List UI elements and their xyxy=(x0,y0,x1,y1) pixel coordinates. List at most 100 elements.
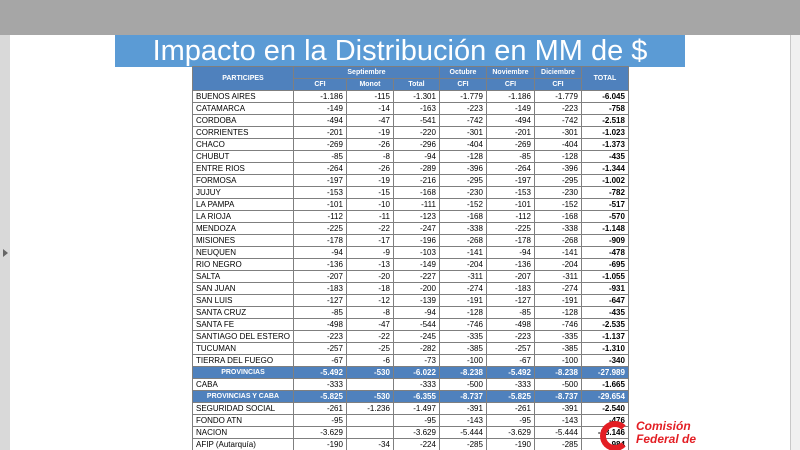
cell: -85 xyxy=(292,150,347,163)
cell: -190 xyxy=(485,438,535,450)
cell: -1.137 xyxy=(580,330,629,343)
cell: -152 xyxy=(533,198,582,211)
table-body: BUENOS AIRES -1.186 -115 -1.301 -1.779 -1.186… xyxy=(192,90,629,450)
row-label: NACION xyxy=(192,426,294,439)
cell xyxy=(345,378,394,391)
cell: -1.373 xyxy=(580,138,629,151)
cell: -183 xyxy=(292,282,347,295)
sub-header: CFI xyxy=(485,78,535,91)
cell: -758 xyxy=(580,102,629,115)
cell: -34 xyxy=(345,438,394,450)
cell: -220 xyxy=(392,126,440,139)
sub-header: CFI xyxy=(292,78,347,91)
table-row: CHACO -269 -26 -296 -404 -269 -404 -1.373 xyxy=(192,138,629,151)
cell: -111 xyxy=(392,198,440,211)
cell: -115 xyxy=(345,90,394,103)
cell: -5.444 xyxy=(438,426,487,439)
cell: -404 xyxy=(533,138,582,151)
row-label: JUJUY xyxy=(192,186,294,199)
row-label: BUENOS AIRES xyxy=(192,90,294,103)
cell: -95 xyxy=(485,414,535,427)
cell: -178 xyxy=(292,234,347,247)
cell: -2.540 xyxy=(580,402,629,415)
cell: -94 xyxy=(292,246,347,259)
cell: -8 xyxy=(345,306,394,319)
cell: -1.497 xyxy=(392,402,440,415)
cell: -335 xyxy=(438,330,487,343)
table-row: TIERRA DEL FUEGO -67 -6 -73 -100 -67 -100 -340 xyxy=(192,354,629,367)
cell: -1.236 xyxy=(345,402,394,415)
row-label: FONDO ATN xyxy=(192,414,294,427)
slide-title: Impacto en la Distribución en MM de $ xyxy=(115,35,685,67)
cell: -274 xyxy=(533,282,582,295)
panel-arrow[interactable] xyxy=(3,249,8,257)
table-row: LA RIOJA -112 -11 -123 -168 -112 -168 -570 xyxy=(192,210,629,223)
cell: -264 xyxy=(292,162,347,175)
cell xyxy=(345,414,394,427)
cell: -27.989 xyxy=(580,366,629,379)
cell: -128 xyxy=(438,150,487,163)
cell: -127 xyxy=(485,294,535,307)
table-row: NEUQUEN -94 -9 -103 -141 -94 -141 -478 xyxy=(192,246,629,259)
cell: -94 xyxy=(392,150,440,163)
cell: -1.779 xyxy=(438,90,487,103)
cell: -544 xyxy=(392,318,440,331)
table-row: PROVINCIAS Y CABA -5.825 -530 -6.355 -8.737-… xyxy=(192,390,629,403)
cell: -103 xyxy=(392,246,440,259)
cell: -6.355 xyxy=(392,390,440,403)
column-header: Noviembre xyxy=(485,66,535,79)
cell: -18 xyxy=(345,282,394,295)
cell: -100 xyxy=(438,354,487,367)
table-row: SAN LUIS -127 -12 -139 -191 -127 -191 -647 xyxy=(192,294,629,307)
cell: -494 xyxy=(485,114,535,127)
cell: -8.238 xyxy=(438,366,487,379)
cell: -10 xyxy=(345,198,394,211)
scrollbar[interactable] xyxy=(790,35,800,450)
cell: -143 xyxy=(438,414,487,427)
cell: -25 xyxy=(345,342,394,355)
cell: -1.665 xyxy=(580,378,629,391)
row-label: CHACO xyxy=(192,138,294,151)
cell xyxy=(345,426,394,439)
cell: -742 xyxy=(438,114,487,127)
table-row: SANTA CRUZ -85 -8 -94 -128 -85 -128 -435 xyxy=(192,306,629,319)
row-label: SEGURIDAD SOCIAL xyxy=(192,402,294,415)
cell: -168 xyxy=(533,210,582,223)
table-row: SANTA FE -498 -47 -544 -746 -498 -746 -2.535 xyxy=(192,318,629,331)
cell: -301 xyxy=(533,126,582,139)
cell: -6.022 xyxy=(392,366,440,379)
cell: -268 xyxy=(438,234,487,247)
top-bar xyxy=(0,0,800,35)
sub-header: CFI xyxy=(438,78,487,91)
table-row: PROVINCIAS -5.492 -530 -6.022 -8.238 -5.492 -8… xyxy=(192,366,629,379)
row-label: CORDOBA xyxy=(192,114,294,127)
cell: -191 xyxy=(533,294,582,307)
cell: -311 xyxy=(438,270,487,283)
cell: -101 xyxy=(485,198,535,211)
cell: -282 xyxy=(392,342,440,355)
cell: -1.186 xyxy=(485,90,535,103)
row-label: LA RIOJA xyxy=(192,210,294,223)
sub-header: CFI xyxy=(533,78,582,91)
row-label: MENDOZA xyxy=(192,222,294,235)
cell: -274 xyxy=(438,282,487,295)
cell: -143 xyxy=(533,414,582,427)
table-row: CATAMARCA -149 -14 -163 -223 -149 -223 -758 xyxy=(192,102,629,115)
cell: -517 xyxy=(580,198,629,211)
table-row: SEGURIDAD SOCIAL -261 -1.236 -1.497 -391 -261… xyxy=(192,402,629,415)
column-header: Octubre xyxy=(438,66,487,79)
cell: -153 xyxy=(292,186,347,199)
cell: -67 xyxy=(485,354,535,367)
cell: -19 xyxy=(345,126,394,139)
cell: -478 xyxy=(580,246,629,259)
cell: -333 xyxy=(292,378,347,391)
cell: -385 xyxy=(438,342,487,355)
table-row: ENTRE RIOS -264 -26 -289 -396 -264 -396 -1.344 xyxy=(192,162,629,175)
cell: -5.444 xyxy=(533,426,582,439)
cell: -340 xyxy=(580,354,629,367)
cell: -223 xyxy=(292,330,347,343)
cell: -12 xyxy=(345,294,394,307)
cell: -178 xyxy=(485,234,535,247)
column-header: Diciembre xyxy=(533,66,582,79)
